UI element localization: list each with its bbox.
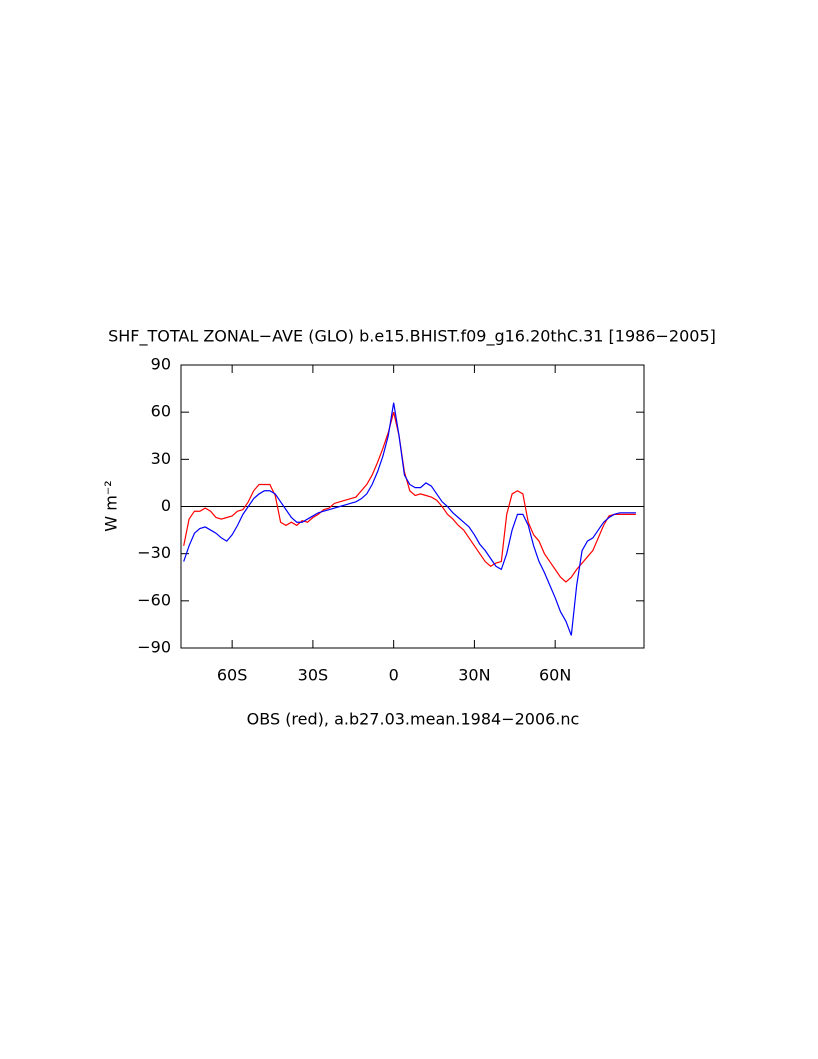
y-tick-label: 60 bbox=[151, 402, 171, 421]
chart-title: SHF_TOTAL ZONAL−AVE (GLO) b.e15.BHIST.f0… bbox=[108, 327, 716, 347]
y-tick-label: −60 bbox=[137, 590, 171, 609]
y-axis-label: W m⁻² bbox=[102, 480, 121, 531]
y-tick-label: 90 bbox=[151, 355, 171, 374]
x-tick-label: 60N bbox=[539, 666, 571, 685]
series-line bbox=[183, 402, 636, 636]
y-tick-label: 30 bbox=[151, 449, 171, 468]
series-line bbox=[183, 412, 636, 583]
x-axis-label: OBS (red), a.b27.03.mean.1984−2006.nc bbox=[247, 710, 580, 729]
x-tick-label: 0 bbox=[389, 666, 399, 685]
x-tick-label: 60S bbox=[217, 666, 248, 685]
x-tick-label: 30S bbox=[298, 666, 329, 685]
y-tick-label: −30 bbox=[137, 543, 171, 562]
x-tick-label: 30N bbox=[458, 666, 490, 685]
y-tick-label: −90 bbox=[137, 638, 171, 657]
y-tick-label: 0 bbox=[161, 496, 171, 515]
